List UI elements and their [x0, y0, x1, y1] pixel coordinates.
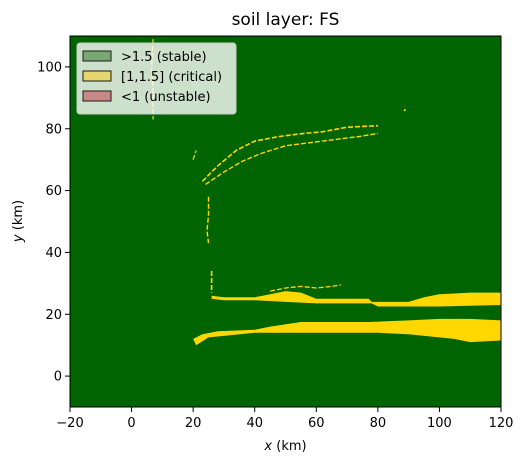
x-tick-label: 60 [308, 416, 325, 431]
legend-frame [76, 42, 237, 115]
critical-band-1 [211, 291, 501, 307]
y-tick-label: 40 [45, 246, 62, 261]
x-tick-label: 20 [185, 416, 202, 431]
x-tick-label: 80 [370, 416, 387, 431]
legend-label: <1 (unstable) [121, 90, 211, 105]
x-axis-label: x (km) [263, 439, 306, 454]
x-tick-label: 100 [427, 416, 452, 431]
critical-band-2 [193, 318, 501, 346]
y-axis-label: y (km) [11, 200, 26, 243]
critical-zones [150, 39, 501, 346]
critical-line-3 [205, 132, 379, 185]
legend: >1.5 (stable) [1,1.5] (critical) <1 (unsta… [76, 42, 237, 115]
y-tick-label: 100 [37, 60, 62, 75]
legend-label: >1.5 (stable) [121, 50, 207, 65]
critical-line-2 [201, 124, 378, 182]
critical-line-7 [269, 284, 342, 292]
chart-title: soil layer: FS [232, 10, 340, 30]
y-tick-label: 0 [54, 370, 62, 385]
critical-line-4 [206, 196, 210, 244]
y-axis: 0 20 40 60 80 100 [37, 60, 70, 385]
plot-frame [69, 35, 502, 408]
x-tick-label: 120 [489, 416, 514, 431]
critical-line-6 [192, 150, 197, 160]
legend-swatch [82, 70, 112, 82]
y-tick-label: 80 [45, 122, 62, 137]
x-tick-label: −20 [56, 416, 83, 431]
x-axis: −20 0 20 40 60 80 100 120 [56, 407, 513, 431]
y-tick-label: 20 [45, 308, 62, 323]
x-tick-label: 0 [127, 416, 135, 431]
legend-label: [1,1.5] (critical) [121, 70, 222, 85]
legend-swatch [82, 90, 112, 102]
legend-swatch [82, 50, 112, 62]
y-tick-label: 60 [45, 184, 62, 199]
x-tick-label: 40 [246, 416, 263, 431]
